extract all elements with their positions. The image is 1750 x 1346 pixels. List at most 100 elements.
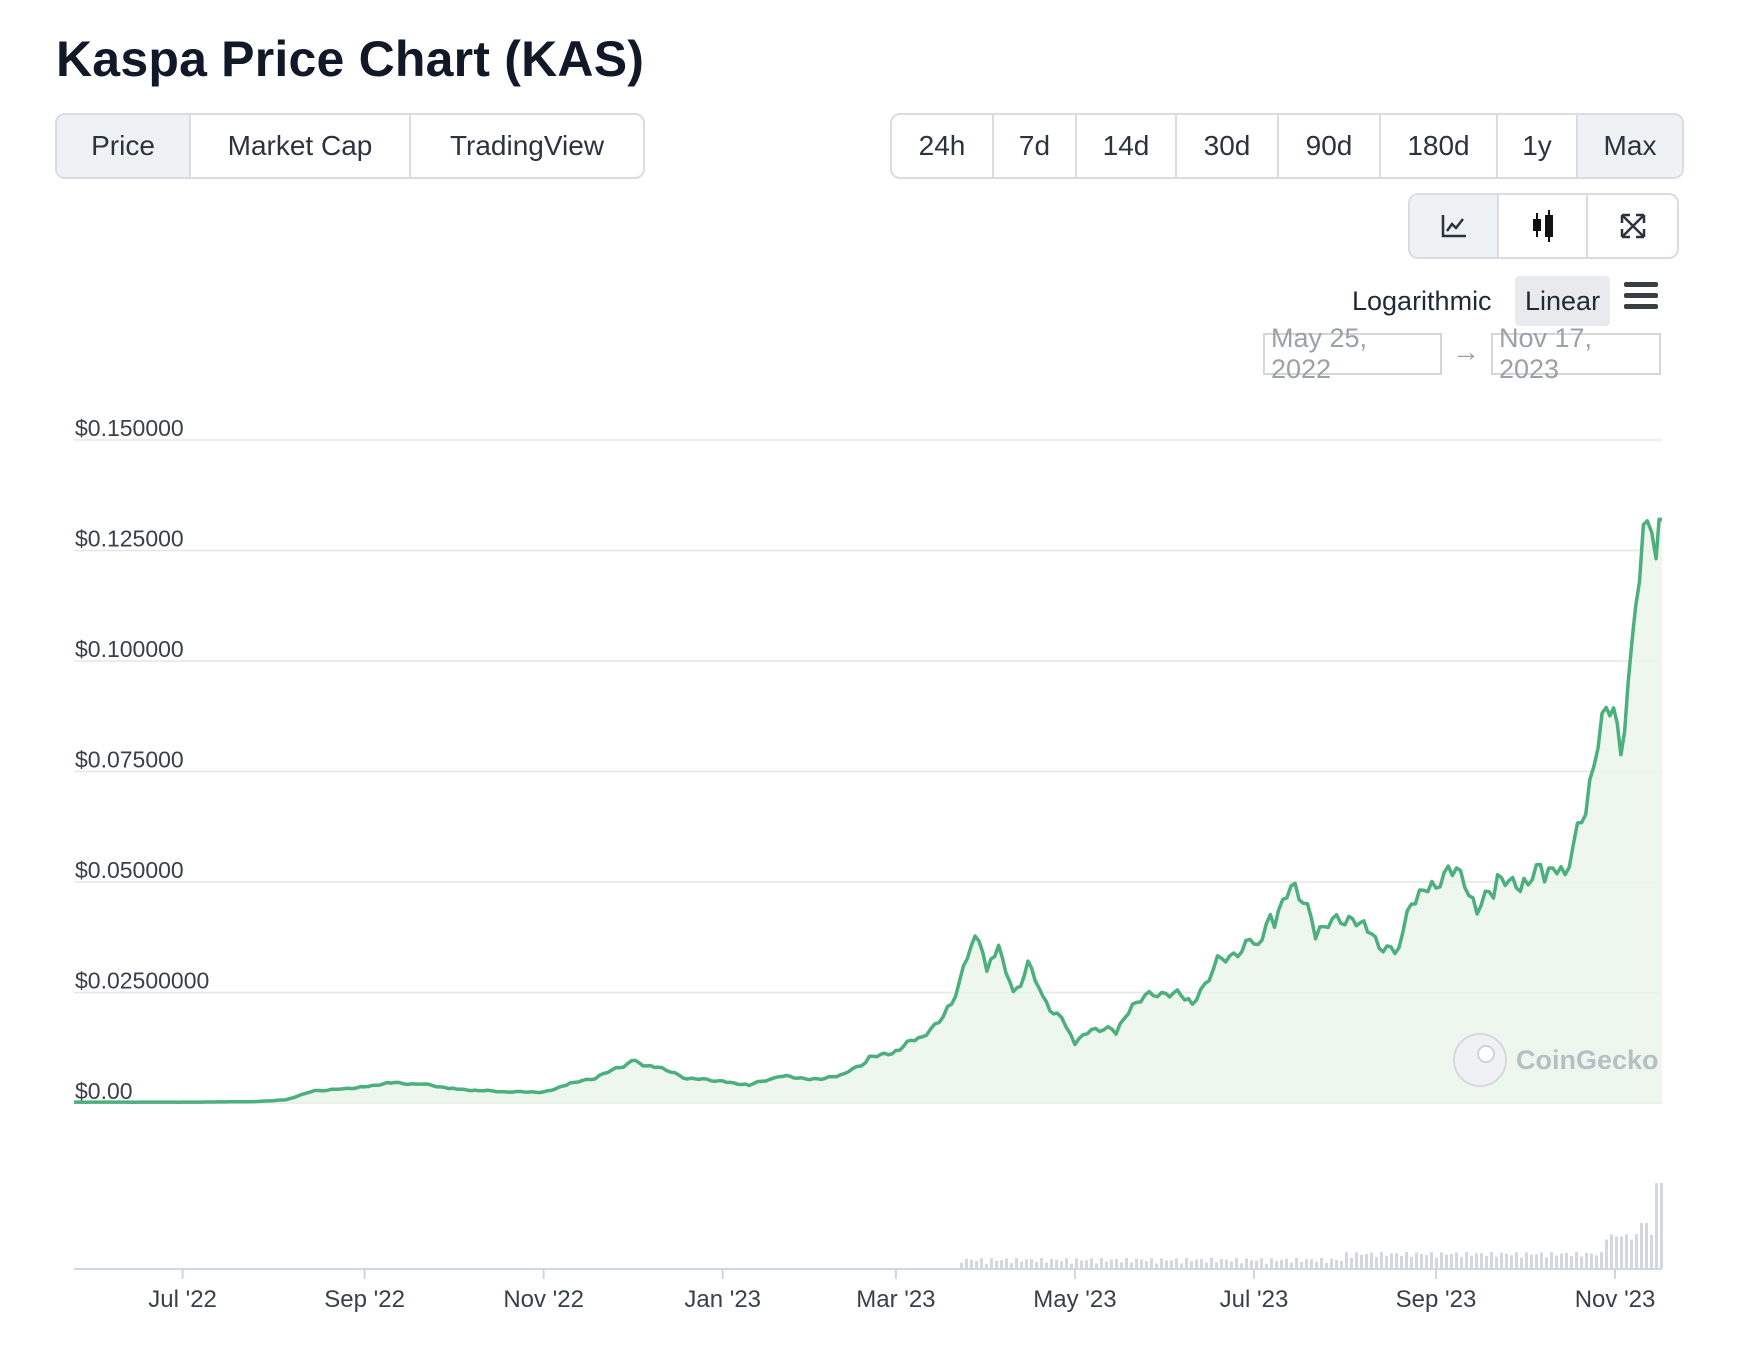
volume-bar <box>1140 1259 1143 1268</box>
logarithmic-scale-button[interactable]: Logarithmic <box>1352 285 1492 316</box>
y-tick-label: $0.100000 <box>75 636 184 662</box>
y-tick-label: $0.125000 <box>75 526 184 552</box>
volume-bar <box>1255 1260 1258 1268</box>
volume-bar <box>1550 1252 1553 1268</box>
volume-bar <box>1040 1258 1043 1268</box>
volume-bar <box>1560 1253 1563 1268</box>
volume-bar <box>1260 1258 1263 1268</box>
hamburger-menu-icon[interactable] <box>1624 282 1658 312</box>
fullscreen-icon <box>1620 213 1645 239</box>
range-1y-button[interactable]: 1y <box>1498 115 1578 177</box>
volume-bar <box>1485 1256 1488 1268</box>
volume-bar <box>1165 1260 1168 1268</box>
price-area-fill <box>74 519 1662 1103</box>
y-tick-label: $0.02500000 <box>75 968 209 994</box>
volume-bar <box>1185 1258 1188 1268</box>
volume-bar <box>1315 1261 1318 1268</box>
volume-bar <box>1005 1258 1008 1268</box>
volume-bar <box>1575 1252 1578 1268</box>
volume-bar <box>1320 1258 1323 1268</box>
range-180d-button[interactable]: 180d <box>1381 115 1498 177</box>
y-tick-label: $0.00 <box>75 1078 133 1104</box>
volume-bar <box>1060 1261 1063 1268</box>
volume-bar <box>1095 1263 1098 1268</box>
volume-bar <box>1050 1258 1053 1268</box>
volume-bar <box>1490 1252 1493 1268</box>
volume-bar <box>1425 1254 1428 1268</box>
volume-bar <box>1155 1263 1158 1268</box>
range-14d-button[interactable]: 14d <box>1077 115 1177 177</box>
volume-bar <box>1310 1259 1313 1268</box>
volume-bar <box>1535 1254 1538 1268</box>
volume-bar <box>1330 1258 1333 1268</box>
volume-bar <box>1380 1252 1383 1268</box>
volume-bar <box>1090 1258 1093 1268</box>
volume-bar <box>1590 1253 1593 1268</box>
volume-bar <box>1015 1258 1018 1268</box>
volume-bar <box>1555 1255 1558 1268</box>
volume-bar <box>1580 1256 1583 1268</box>
volume-bar <box>990 1258 993 1268</box>
x-tick-label: Nov '23 <box>1575 1286 1656 1313</box>
volume-bar <box>1520 1257 1523 1268</box>
volume-bar <box>1065 1258 1068 1268</box>
y-tick-label: $0.075000 <box>75 747 184 773</box>
volume-bar <box>980 1258 983 1268</box>
volume-bar <box>1450 1254 1453 1268</box>
volume-bar <box>1475 1253 1478 1268</box>
volume-bar <box>1545 1257 1548 1268</box>
volume-bar <box>995 1260 998 1268</box>
volume-bar <box>1610 1234 1613 1268</box>
volume-bar <box>1650 1234 1653 1268</box>
volume-bar <box>1375 1256 1378 1268</box>
volume-bar <box>1110 1259 1113 1268</box>
volume-bar <box>970 1259 973 1268</box>
volume-bar <box>1365 1253 1368 1268</box>
volume-bar <box>1290 1262 1293 1268</box>
volume-bar <box>1235 1258 1238 1268</box>
page-title: Kaspa Price Chart (KAS) <box>56 31 645 87</box>
volume-bar <box>960 1262 963 1268</box>
volume-bar <box>1565 1252 1568 1268</box>
volume-bar <box>1340 1260 1343 1268</box>
volume-bar <box>1435 1257 1438 1268</box>
range-30d-button[interactable]: 30d <box>1177 115 1279 177</box>
volume-bar <box>1190 1261 1193 1268</box>
volume-bar <box>1030 1259 1033 1268</box>
volume-bar <box>1010 1263 1013 1268</box>
volume-bar <box>1215 1262 1218 1268</box>
volume-bar <box>1385 1255 1388 1268</box>
volume-bar <box>1410 1256 1413 1268</box>
range-90d-button[interactable]: 90d <box>1279 115 1381 177</box>
volume-bar <box>1495 1256 1498 1268</box>
volume-bar <box>1415 1252 1418 1268</box>
volume-bar <box>1500 1252 1503 1268</box>
volume-bar <box>1085 1260 1088 1268</box>
x-tick-label: Jul '22 <box>148 1286 217 1313</box>
linear-scale-button[interactable]: Linear <box>1515 276 1611 326</box>
volume-bar <box>1615 1236 1618 1268</box>
chart-view-tabs <box>1408 193 1679 259</box>
candlestick-icon <box>1532 210 1553 242</box>
volume-bar <box>1125 1258 1128 1268</box>
range-24h-button[interactable]: 24h <box>892 115 994 177</box>
volume-bar <box>1275 1261 1278 1268</box>
volume-bar <box>1620 1236 1623 1268</box>
line-chart-button[interactable] <box>1410 195 1499 257</box>
x-tick-label: Sep '22 <box>324 1286 405 1313</box>
volume-bar <box>1405 1252 1408 1268</box>
volume-bar <box>1075 1258 1078 1268</box>
volume-bar <box>1345 1252 1348 1268</box>
tab-market-cap[interactable]: Market Cap <box>191 115 411 177</box>
tab-price[interactable]: Price <box>57 115 191 177</box>
volume-bar <box>985 1263 988 1268</box>
volume-bar <box>1420 1253 1423 1268</box>
volume-bar <box>1120 1262 1123 1268</box>
range-7d-button[interactable]: 7d <box>994 115 1077 177</box>
range-max-button[interactable]: Max <box>1578 115 1682 177</box>
candlestick-button[interactable] <box>1499 195 1588 257</box>
fullscreen-button[interactable] <box>1588 195 1677 257</box>
tab-tradingview[interactable]: TradingView <box>449 130 605 161</box>
volume-bar <box>1445 1254 1448 1268</box>
volume-bar <box>1270 1258 1273 1268</box>
